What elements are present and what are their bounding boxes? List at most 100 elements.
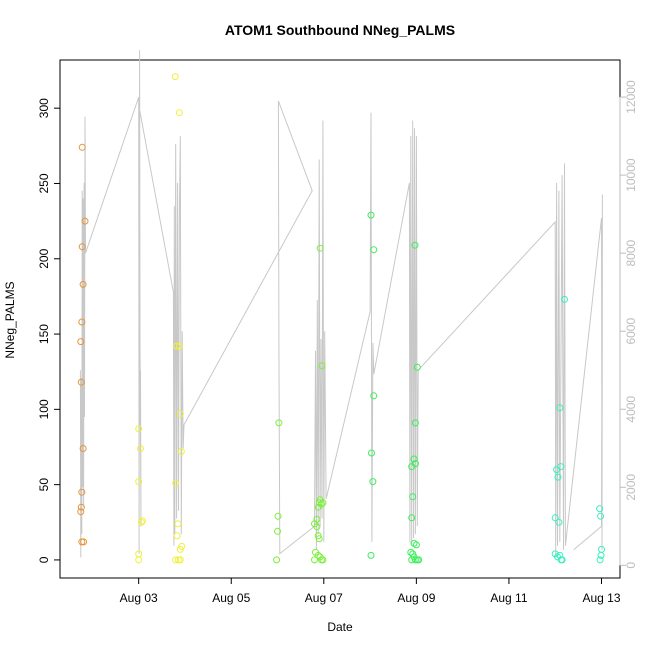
data-point-3-16	[411, 556, 419, 564]
x-axis-label: Date	[327, 620, 353, 634]
data-point-2-1	[274, 512, 282, 520]
data-point-3-10	[408, 514, 416, 522]
data-point-2-5	[313, 523, 321, 531]
data-point-4-1	[554, 473, 562, 481]
data-point-3-21	[413, 363, 421, 371]
left-tick-label-0: 0	[37, 556, 51, 563]
data-point-0-8	[77, 503, 85, 511]
right-tick-label-6000: 6000	[624, 318, 638, 345]
data-point-3-9	[409, 493, 417, 501]
right-tick-label-4000: 4000	[624, 396, 638, 423]
data-point-0-2	[79, 280, 87, 288]
data-point-0-12	[81, 217, 89, 225]
data-point-3-7	[410, 455, 418, 463]
data-point-3-12	[412, 541, 420, 549]
left-tick-label-50: 50	[37, 478, 51, 492]
x-tick-label-9: Aug 09	[397, 591, 435, 605]
data-point-2-9	[318, 500, 325, 508]
chart-title: ATOM1 Southbound NNeg_PALMS	[225, 22, 455, 38]
data-point-1-15	[173, 532, 181, 540]
left-tick-label-300: 300	[37, 98, 51, 118]
data-point-3-19	[408, 556, 416, 564]
y-axis-right: 0 2000 4000 6000 8000 10000 12000	[619, 80, 638, 569]
x-tick-label-13: Aug 13	[582, 591, 620, 605]
data-point-3-8	[411, 460, 419, 468]
data-point-1-7	[171, 73, 179, 81]
data-point-1-4	[138, 518, 145, 526]
right-tick-label-0: 0	[624, 562, 638, 569]
data-point-4-13	[597, 512, 605, 520]
data-point-2-18	[319, 556, 327, 564]
data-point-3-18	[415, 556, 423, 564]
left-tick-label-150: 150	[37, 324, 51, 344]
data-point-1-11	[176, 410, 184, 418]
data-point-4-16	[596, 556, 604, 564]
data-point-4-11	[558, 556, 566, 564]
data-point-1-20	[176, 556, 184, 564]
data-point-3-1	[370, 246, 378, 254]
data-point-2-3	[273, 556, 281, 564]
y-axis-left: 0 50 100 150 200 250 300	[37, 98, 61, 563]
data-point-0-0	[78, 143, 86, 151]
left-tick-label-250: 250	[37, 173, 51, 193]
x-tick-label-5: Aug 05	[212, 591, 250, 605]
data-point-1-0	[135, 425, 143, 433]
data-point-1-10	[175, 342, 183, 350]
data-point-1-8	[175, 109, 183, 117]
data-point-2-2	[274, 527, 281, 535]
data-point-0-7	[78, 488, 86, 496]
x-axis: Aug 03 Aug 05 Aug 07 Aug 09 Aug 11 Aug 13	[120, 577, 621, 605]
data-point-3-22	[411, 419, 419, 427]
data-point-4-15	[597, 551, 605, 559]
data-point-1-9	[173, 342, 181, 350]
data-point-2-11	[313, 515, 321, 523]
right-tick-label-2000: 2000	[624, 474, 638, 501]
data-point-3-4	[369, 478, 377, 486]
data-point-4-6	[561, 295, 568, 303]
data-point-1-12	[177, 448, 185, 455]
left-tick-label-100: 100	[37, 399, 51, 419]
data-point-1-2	[135, 478, 143, 486]
data-point-2-12	[314, 532, 322, 540]
data-point-2-10	[319, 499, 327, 507]
data-point-2-19	[311, 556, 318, 564]
x-tick-label-11: Aug 11	[490, 591, 527, 605]
data-point-1-13	[172, 479, 180, 487]
data-point-0-5	[77, 378, 85, 386]
data-point-4-2	[557, 463, 565, 471]
data-point-0-9	[77, 508, 85, 516]
data-point-2-21	[318, 362, 326, 370]
data-point-4-5	[556, 404, 564, 412]
right-tick-label-8000: 8000	[624, 239, 638, 266]
data-point-1-1	[137, 445, 144, 452]
data-point-4-3	[551, 514, 559, 522]
x-tick-label-7: Aug 07	[305, 591, 343, 605]
data-point-4-12	[596, 505, 604, 513]
data-point-2-13	[315, 535, 323, 543]
data-point-1-17	[176, 545, 184, 553]
data-point-0-3	[78, 318, 86, 326]
data-point-3-13	[407, 548, 415, 556]
line-series-path	[79, 50, 603, 558]
x-tick-label-3: Aug 03	[120, 591, 158, 605]
data-point-1-18	[172, 556, 180, 564]
data-point-0-6	[79, 445, 87, 452]
data-point-0-1	[78, 243, 86, 251]
data-point-0-4	[77, 338, 85, 346]
data-point-4-4	[555, 518, 563, 526]
data-point-3-3	[368, 449, 375, 457]
data-points	[77, 73, 605, 564]
y-axis-label: NNeg_PALMS	[3, 281, 17, 358]
data-point-3-2	[370, 392, 378, 400]
data-point-3-5	[367, 551, 375, 559]
data-point-1-6	[135, 556, 143, 564]
right-tick-label-12000: 12000	[624, 80, 638, 114]
left-tick-label-200: 200	[37, 248, 51, 268]
data-point-1-14	[174, 520, 182, 528]
right-tick-label-10000: 10000	[624, 158, 638, 192]
right-axis-line-series	[79, 50, 603, 558]
data-point-1-3	[138, 517, 146, 525]
data-point-3-20	[411, 241, 419, 249]
